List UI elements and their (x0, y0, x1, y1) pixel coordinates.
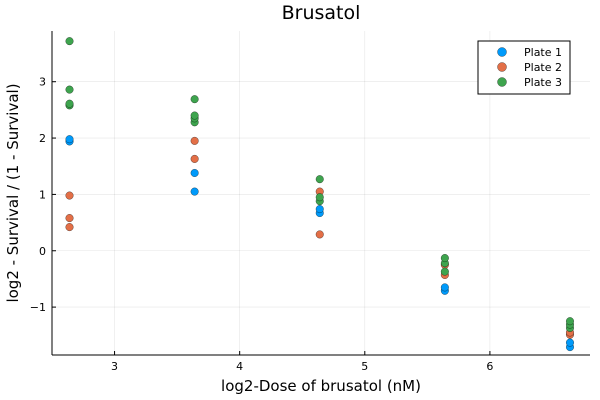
point-plate-3-16 (566, 317, 574, 326)
y-tick-label-1: 0 (39, 245, 46, 258)
legend-marker-3 (497, 77, 507, 87)
legend-marker-1 (497, 47, 507, 57)
x-tick-label-2: 5 (361, 360, 368, 373)
y-tick-label-4: 3 (39, 76, 46, 89)
x-tick-label-3: 6 (486, 360, 493, 373)
point-plate-2-5 (315, 230, 324, 239)
legend-box (477, 40, 571, 95)
point-plate-3-11 (440, 267, 449, 276)
ticks: 3 4 5 6 −1 0 1 2 3 (30, 76, 494, 373)
point-plate-3-9 (315, 193, 324, 202)
point-plate-3-13 (440, 254, 449, 263)
point-plate-1-9 (566, 338, 574, 347)
y-tick-label-0: −1 (30, 301, 46, 314)
point-plate-1-3 (190, 169, 199, 177)
x-axis-label: log2-Dose of brusatol (nM) (221, 377, 421, 395)
axes (51, 31, 590, 356)
point-plate-1-2 (190, 187, 199, 196)
legend-items: Plate 1 Plate 2 Plate 3 (497, 46, 562, 89)
data-points (65, 37, 574, 352)
y-tick-label-3: 2 (39, 132, 46, 145)
point-plate-3-7 (190, 95, 199, 104)
point-plate-3-1 (65, 99, 74, 108)
legend-label-2: Plate 2 (524, 61, 562, 74)
point-plate-2-2 (65, 191, 74, 200)
point-plate-1-7 (440, 283, 449, 292)
legend: Plate 1 Plate 2 Plate 3 (477, 40, 571, 95)
legend-label-1: Plate 1 (524, 46, 562, 59)
chart-title: Brusatol (282, 2, 361, 24)
x-tick-label-0: 3 (111, 360, 118, 373)
point-plate-3-6 (190, 111, 199, 120)
legend-label-3: Plate 3 (524, 76, 562, 89)
point-plate-3-10 (315, 175, 324, 184)
point-plate-3-3 (65, 37, 74, 46)
point-plate-2-3 (190, 154, 199, 163)
x-tick-label-1: 4 (236, 360, 243, 373)
point-plate-2-1 (65, 214, 74, 223)
legend-marker-2 (497, 62, 507, 72)
y-tick-label-2: 1 (39, 188, 46, 201)
y-axis-label: log2 - Survival / (1 - Survival) (4, 83, 22, 302)
point-plate-1-5 (315, 205, 324, 214)
point-plate-1-1 (65, 135, 74, 144)
point-plate-2-0 (65, 223, 74, 232)
point-plate-2-4 (190, 136, 199, 145)
point-plate-3-2 (65, 85, 74, 94)
